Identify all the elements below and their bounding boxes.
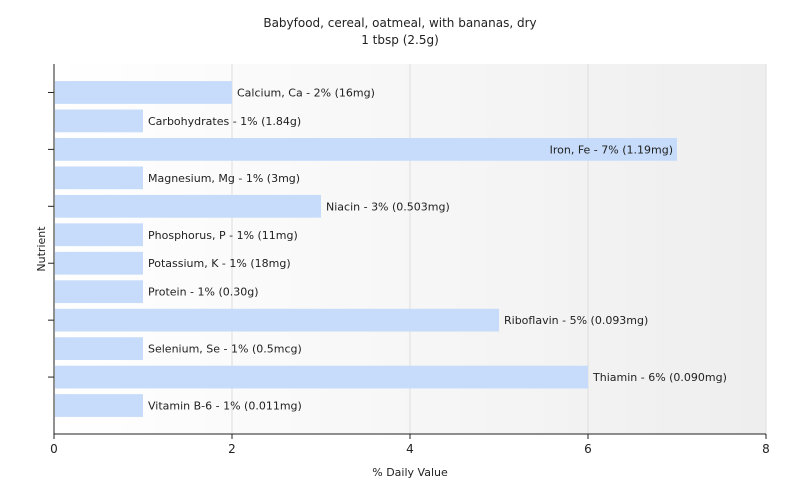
bar-label: Niacin - 3% (0.503mg) (326, 200, 450, 213)
bar-labels: Calcium, Ca - 2% (16mg) Carbohydrates - 1… (148, 86, 727, 412)
bar-label: Riboflavin - 5% (0.093mg) (504, 314, 648, 327)
x-tick-label: 6 (584, 442, 592, 456)
bar (55, 365, 588, 389)
bar (55, 138, 677, 161)
bar-label: Carbohydrates - 1% (1.84g) (148, 115, 301, 128)
bar (55, 251, 143, 275)
bar-label: Selenium, Se - 1% (0.5mcg) (148, 343, 302, 356)
bar (55, 166, 143, 190)
bar-label: Protein - 1% (0.30g) (148, 286, 259, 299)
x-tick-label: 2 (228, 442, 236, 456)
bar-label: Iron, Fe - 7% (1.19mg) (550, 143, 673, 156)
bar (55, 223, 143, 247)
bar-label: Calcium, Ca - 2% (16mg) (237, 86, 375, 99)
bar (55, 280, 143, 304)
bar (55, 394, 143, 417)
bar (55, 337, 143, 360)
y-axis-title: Nutrient (35, 226, 48, 272)
axes: 0 2 4 6 8 (48, 64, 770, 456)
bar-label: Phosphorus, P - 1% (11mg) (148, 229, 298, 242)
x-axis-title: % Daily Value (372, 466, 448, 479)
bars (55, 81, 677, 417)
bar (55, 308, 499, 332)
bar-label: Thiamin - 6% (0.090mg) (592, 371, 727, 384)
x-tick-label: 0 (50, 442, 58, 456)
chart-subtitle: 1 tbsp (2.5g) (361, 33, 439, 47)
chart-title: Babyfood, cereal, oatmeal, with bananas,… (263, 16, 536, 30)
bar-label: Potassium, K - 1% (18mg) (148, 257, 291, 270)
x-tick-label: 4 (406, 442, 414, 456)
bar-label: Vitamin B-6 - 1% (0.011mg) (148, 400, 302, 413)
bar (55, 194, 321, 218)
bar-label: Magnesium, Mg - 1% (3mg) (148, 172, 300, 185)
bar (55, 81, 232, 104)
x-tick-label: 8 (762, 442, 770, 456)
bar (55, 109, 143, 133)
